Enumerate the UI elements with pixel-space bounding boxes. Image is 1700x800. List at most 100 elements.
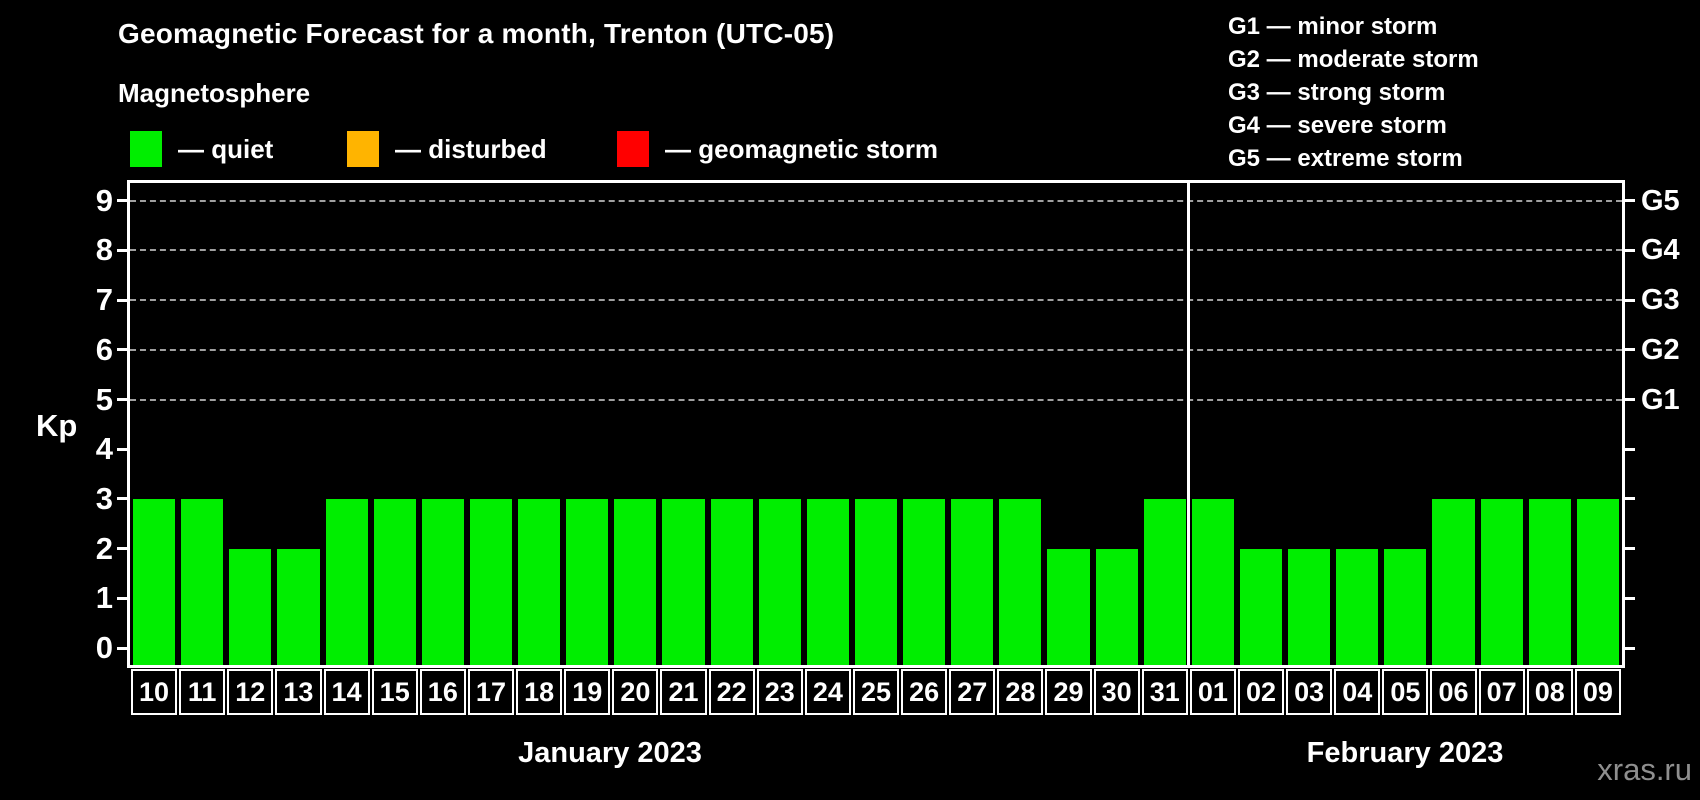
kp-bar xyxy=(421,498,464,665)
g-axis-label-g1: G1 xyxy=(1641,383,1680,416)
legend-label: — geomagnetic storm xyxy=(665,133,939,164)
day-label: 13 xyxy=(275,669,322,715)
kp-bar xyxy=(614,498,657,665)
kp-bar xyxy=(854,498,898,665)
day-label: 17 xyxy=(467,669,515,715)
y-tick-label: 9 xyxy=(95,182,113,218)
g-scale-legend: G1 — minor storm G2 — moderate storm G3 … xyxy=(1228,10,1479,175)
kp-bar xyxy=(1576,498,1619,665)
y-tick-left xyxy=(117,596,130,600)
day-label: 14 xyxy=(323,669,370,715)
y-tick-right xyxy=(1622,298,1635,302)
y-tick-label: 5 xyxy=(95,381,113,417)
quiet-color-swatch xyxy=(130,131,162,167)
kp-bar xyxy=(277,548,320,665)
gridline-kp7 xyxy=(130,299,1622,302)
y-axis-title: Kp xyxy=(36,408,78,443)
g-legend-line-g4: G4 — severe storm xyxy=(1228,112,1447,139)
y-tick-right xyxy=(1622,447,1635,451)
legend-item-quiet: — quiet xyxy=(130,128,273,170)
legend-item-disturbed: — disturbed xyxy=(347,128,547,170)
y-tick-label: 1 xyxy=(95,580,113,616)
y-tick-left xyxy=(117,547,130,551)
y-tick-label: 2 xyxy=(95,530,113,566)
y-tick-right xyxy=(1622,248,1635,252)
kp-bar xyxy=(662,498,705,665)
day-label: 05 xyxy=(1382,669,1429,715)
y-tick-label: 4 xyxy=(95,431,113,467)
day-label: 12 xyxy=(227,669,274,715)
kp-bar xyxy=(903,498,946,665)
day-label: 18 xyxy=(516,669,563,715)
kp-bar xyxy=(229,548,272,665)
day-label: 21 xyxy=(660,669,707,715)
kp-bar xyxy=(373,498,416,665)
month-label-february: February 2023 xyxy=(1306,737,1504,769)
kp-bar xyxy=(951,498,994,665)
day-label: 01 xyxy=(1189,669,1236,715)
g-legend-line-g3: G3 — strong storm xyxy=(1228,79,1446,106)
day-label: 07 xyxy=(1478,669,1525,715)
plot-frame xyxy=(127,180,1625,668)
day-label: 23 xyxy=(756,669,803,715)
gridline-kp9 xyxy=(130,199,1622,202)
g-axis-label-g2: G2 xyxy=(1641,333,1680,366)
y-tick-right xyxy=(1622,646,1635,650)
kp-bar xyxy=(1047,548,1090,665)
y-tick-label: 7 xyxy=(95,282,113,318)
day-label: 03 xyxy=(1286,669,1333,715)
kp-bar xyxy=(1288,548,1331,665)
kp-bar xyxy=(1239,548,1283,665)
y-tick-right xyxy=(1622,497,1635,501)
day-label: 22 xyxy=(708,669,755,715)
day-label: 28 xyxy=(997,669,1044,715)
day-label: 04 xyxy=(1334,669,1381,715)
month-label-january: January 2023 xyxy=(518,737,702,769)
magnetosphere-label: Magnetosphere xyxy=(118,78,311,108)
day-label: 09 xyxy=(1574,669,1621,715)
day-label: 20 xyxy=(612,669,659,715)
day-label: 08 xyxy=(1526,669,1573,715)
day-label: 29 xyxy=(1045,669,1092,715)
day-label: 19 xyxy=(564,669,611,715)
day-label: 30 xyxy=(1093,669,1140,715)
day-label: 16 xyxy=(419,669,466,715)
day-label: 31 xyxy=(1141,669,1188,715)
y-tick-label: 8 xyxy=(95,232,113,268)
kp-bar xyxy=(469,498,513,665)
gridline-kp5 xyxy=(130,398,1622,401)
kp-bar xyxy=(181,498,224,665)
gridline-kp6 xyxy=(130,348,1622,351)
y-tick-right xyxy=(1622,547,1635,551)
g-legend-line-g1: G1 — minor storm xyxy=(1228,13,1438,40)
y-tick-left xyxy=(117,646,130,650)
day-label: 27 xyxy=(949,669,996,715)
y-tick-left xyxy=(117,199,130,203)
day-label: 25 xyxy=(852,669,900,715)
g-axis-label-g5: G5 xyxy=(1641,184,1680,217)
y-tick-left xyxy=(117,348,130,352)
kp-bar xyxy=(518,498,561,665)
y-tick-right xyxy=(1622,596,1635,600)
legend-label: — quiet xyxy=(178,133,274,164)
y-tick-label: 6 xyxy=(95,331,113,367)
kp-bar xyxy=(1143,498,1186,665)
kp-bar xyxy=(325,498,368,665)
gridline-kp8 xyxy=(130,249,1622,252)
kp-bar xyxy=(133,498,176,665)
y-tick-label: 3 xyxy=(95,480,113,516)
legend-label: — disturbed xyxy=(395,133,547,164)
kp-bar xyxy=(806,498,849,665)
legend-item-storm: — geomagnetic storm xyxy=(617,128,938,170)
disturbed-color-swatch xyxy=(347,131,379,167)
y-tick-left xyxy=(117,248,130,252)
y-tick-right xyxy=(1622,199,1635,203)
g-legend-line-g5: G5 — extreme storm xyxy=(1228,145,1463,172)
kp-bar xyxy=(710,498,753,665)
kp-bar xyxy=(1336,548,1379,665)
g-legend-line-g2: G2 — moderate storm xyxy=(1228,46,1479,73)
kp-bar xyxy=(1480,498,1523,665)
kp-bar xyxy=(1432,498,1475,665)
kp-bar xyxy=(999,498,1042,665)
day-label: 06 xyxy=(1430,669,1477,715)
